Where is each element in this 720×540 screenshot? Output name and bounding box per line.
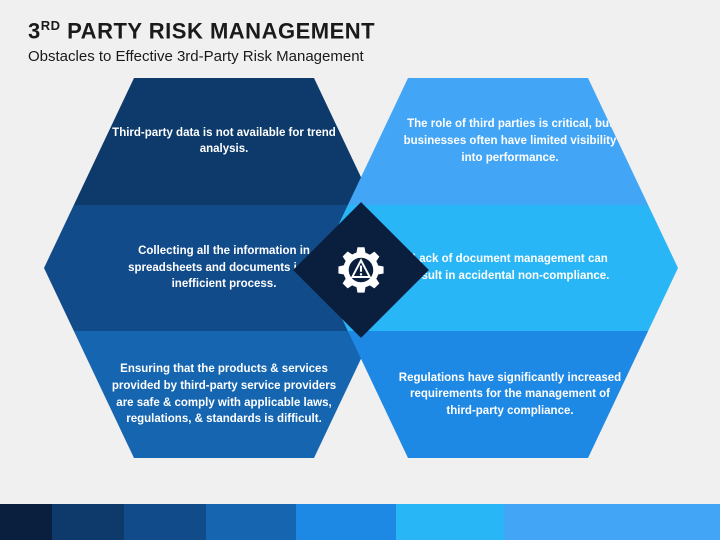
right-band-3: Regulations have significantly increased…: [318, 331, 678, 458]
left-band-3-text: Ensuring that the products & services pr…: [109, 361, 339, 428]
footer-seg-6: [396, 504, 504, 540]
footer-seg-2: [52, 504, 124, 540]
title-prefix: 3: [28, 18, 41, 43]
title-super: RD: [41, 18, 61, 33]
footer-seg-7: [504, 504, 720, 540]
right-band-1-text: The role of third parties is critical, b…: [395, 116, 625, 166]
footer-bar: [0, 504, 720, 540]
hexagon-diagram: Third-party data is not available for tr…: [0, 78, 720, 498]
header: 3RD PARTY RISK MANAGEMENT Obstacles to E…: [0, 0, 720, 65]
right-band-3-text: Regulations have significantly increased…: [395, 370, 625, 420]
gear-alert-icon: [333, 242, 389, 298]
right-band-2-text: Lack of document management can result i…: [395, 251, 625, 284]
title-rest: PARTY RISK MANAGEMENT: [61, 18, 376, 43]
left-band-1-text: Third-party data is not available for tr…: [109, 125, 339, 158]
footer-seg-1: [0, 504, 52, 540]
left-band-1: Third-party data is not available for tr…: [44, 78, 404, 205]
page-title: 3RD PARTY RISK MANAGEMENT: [28, 18, 692, 44]
footer-seg-4: [206, 504, 296, 540]
footer-seg-3: [124, 504, 206, 540]
right-band-1: The role of third parties is critical, b…: [318, 78, 678, 205]
footer-seg-5: [296, 504, 396, 540]
subtitle: Obstacles to Effective 3rd-Party Risk Ma…: [28, 48, 692, 65]
left-band-3: Ensuring that the products & services pr…: [44, 331, 404, 458]
